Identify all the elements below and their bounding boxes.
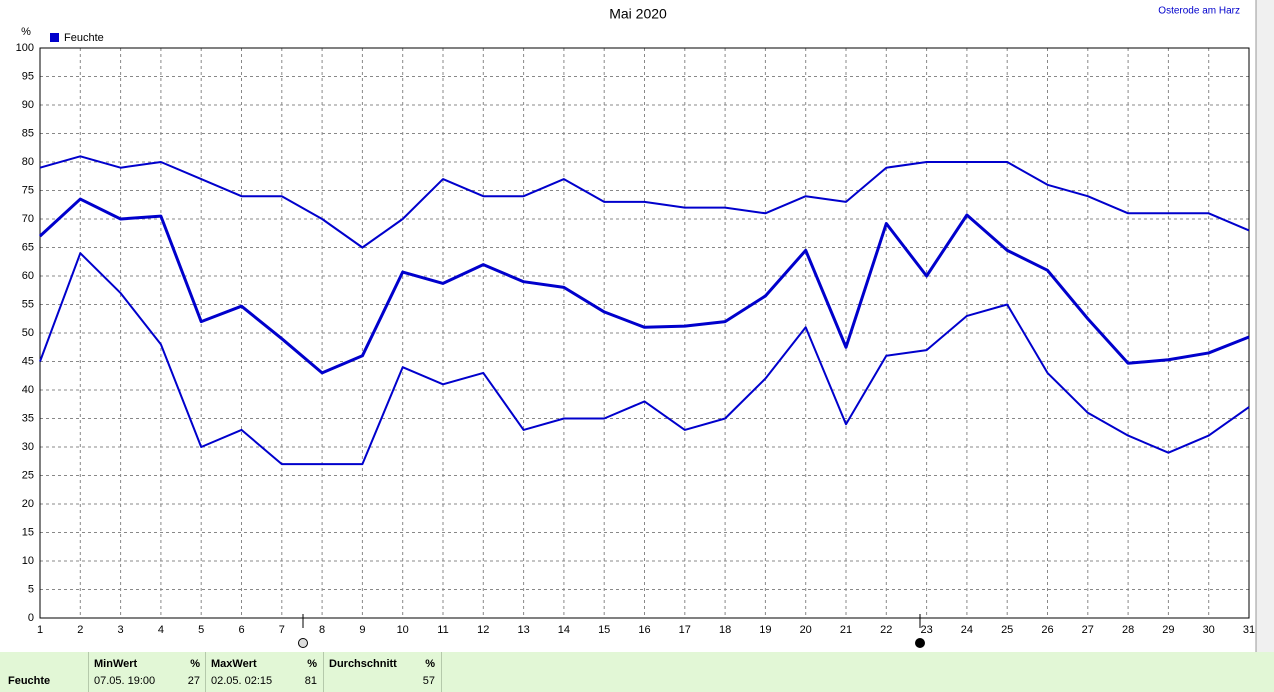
x-tick-label: 31 bbox=[1243, 624, 1255, 636]
x-tick-label: 23 bbox=[920, 624, 932, 636]
summary-column: Durchschnitt% 57 bbox=[323, 652, 441, 692]
y-tick-label: 30 bbox=[22, 441, 34, 453]
column-value: 57 bbox=[422, 675, 435, 687]
data-line bbox=[38, 197, 1250, 375]
y-tick-label: 0 bbox=[28, 612, 34, 624]
x-tick-label: 27 bbox=[1082, 624, 1094, 636]
column-value: 27 bbox=[187, 675, 200, 687]
column-header: MaxWert bbox=[211, 658, 257, 670]
legend-label: Feuchte bbox=[64, 32, 104, 44]
y-tick-label: 40 bbox=[22, 384, 34, 396]
y-tick-label: 65 bbox=[22, 241, 34, 253]
x-tick-label: 26 bbox=[1041, 624, 1053, 636]
column-unit: % bbox=[307, 658, 317, 670]
x-tick-label: 11 bbox=[437, 624, 448, 636]
legend-swatch bbox=[50, 33, 59, 42]
y-tick-label: 50 bbox=[22, 327, 34, 339]
x-tick-label: 1 bbox=[37, 624, 43, 636]
column-header: MinWert bbox=[94, 658, 138, 670]
x-tick-label: 29 bbox=[1162, 624, 1174, 636]
y-tick-label: 45 bbox=[22, 355, 34, 367]
x-tick-label: 10 bbox=[397, 624, 409, 636]
plot-frame bbox=[39, 47, 1250, 619]
y-tick-label: 10 bbox=[22, 555, 34, 567]
x-tick-label: 9 bbox=[359, 624, 365, 636]
x-tick-label: 30 bbox=[1203, 624, 1215, 636]
y-tick-label: 70 bbox=[22, 213, 34, 225]
summary-column: MaxWert% 02.05. 02:15 81 bbox=[205, 652, 323, 692]
moon-icon bbox=[915, 638, 925, 648]
side-bar bbox=[1256, 0, 1274, 652]
x-tick-label: 21 bbox=[840, 624, 852, 636]
x-tick-label: 15 bbox=[598, 624, 610, 636]
column-time: 02.05. 02:15 bbox=[211, 675, 273, 687]
x-tick-label: 19 bbox=[759, 624, 771, 636]
x-tick-label: 7 bbox=[279, 624, 285, 636]
x-tick-label: 13 bbox=[517, 624, 529, 636]
y-tick-label: 55 bbox=[22, 298, 34, 310]
x-tick-label: 14 bbox=[558, 624, 570, 636]
y-tick-label: 75 bbox=[22, 184, 34, 196]
y-tick-label: 15 bbox=[22, 526, 34, 538]
data-line bbox=[39, 252, 1250, 466]
y-tick-label: 5 bbox=[28, 583, 34, 595]
column-time: 07.05. 19:00 bbox=[94, 675, 156, 687]
x-tick-label: 28 bbox=[1122, 624, 1134, 636]
x-tick-label: 12 bbox=[477, 624, 489, 636]
x-tick-label: 24 bbox=[961, 624, 973, 636]
column-unit: % bbox=[425, 658, 435, 670]
x-tick-label: 3 bbox=[118, 624, 124, 636]
y-tick-label: 100 bbox=[16, 42, 34, 54]
x-tick-label: 6 bbox=[238, 624, 244, 636]
x-tick-label: 16 bbox=[638, 624, 650, 636]
summary-bar: Feuchte MinWert% 07.05. 19:00 27 MaxWert% 02… bbox=[0, 652, 1274, 692]
y-tick-label: 85 bbox=[22, 127, 34, 139]
column-header: Durchschnitt bbox=[329, 658, 397, 670]
x-tick-label: 22 bbox=[880, 624, 892, 636]
y-tick-label: 60 bbox=[22, 270, 34, 282]
x-tick-label: 2 bbox=[77, 624, 83, 636]
x-tick-label: 17 bbox=[679, 624, 691, 636]
column-divider bbox=[441, 652, 442, 692]
chart-title: Mai 2020 bbox=[609, 6, 667, 22]
x-tick-label: 5 bbox=[198, 624, 204, 636]
summary-column: MinWert% 07.05. 19:00 27 bbox=[88, 652, 206, 692]
location: Osterode am Harz bbox=[1158, 6, 1240, 17]
y-tick-label: 95 bbox=[22, 70, 34, 82]
x-tick-label: 4 bbox=[158, 624, 164, 636]
x-tick-label: 18 bbox=[719, 624, 731, 636]
chart: Mai 2020 Osterode am Harz % Feuchte 0 5 10… bbox=[16, 0, 1274, 652]
y-tick-label: 80 bbox=[22, 156, 34, 168]
data-line bbox=[39, 155, 1250, 249]
y-tick-label: 25 bbox=[22, 469, 34, 481]
column-unit: % bbox=[190, 658, 200, 670]
y-tick-label: 90 bbox=[22, 99, 34, 111]
x-tick-label: 8 bbox=[319, 624, 325, 636]
x-tick-label: 25 bbox=[1001, 624, 1013, 636]
moon-icon bbox=[298, 638, 308, 648]
y-tick-label: 20 bbox=[22, 498, 34, 510]
row-label: Feuchte bbox=[8, 675, 51, 687]
x-tick-label: 20 bbox=[800, 624, 812, 636]
y-unit: % bbox=[21, 26, 31, 38]
column-value: 81 bbox=[304, 675, 317, 687]
y-tick-label: 35 bbox=[22, 412, 34, 424]
